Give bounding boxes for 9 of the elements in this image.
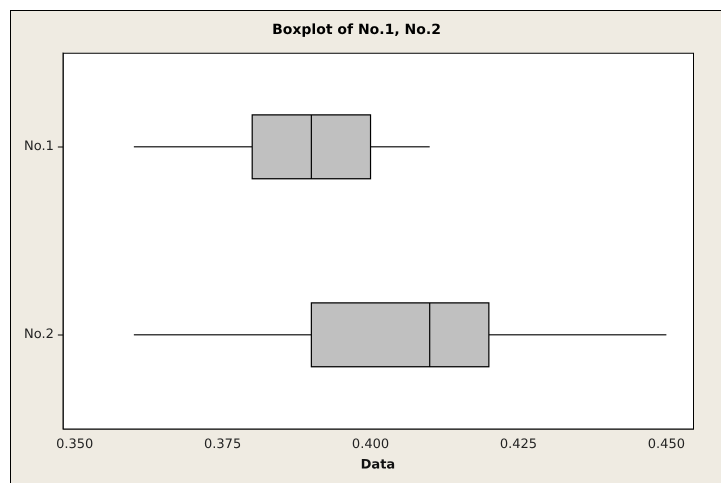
x-tick-label: 0.400	[352, 436, 390, 452]
x-tick-label: 0.375	[204, 436, 242, 452]
x-tick-label: 0.425	[500, 436, 538, 452]
x-tick-label: 0.350	[56, 436, 94, 452]
y-tick-label: No.2	[24, 327, 54, 342]
y-tick-label: No.1	[24, 139, 54, 154]
x-axis-title: Data	[360, 458, 396, 473]
chart-title: Boxplot of No.1, No.2	[272, 22, 441, 38]
x-tick-label: 0.450	[648, 436, 685, 452]
